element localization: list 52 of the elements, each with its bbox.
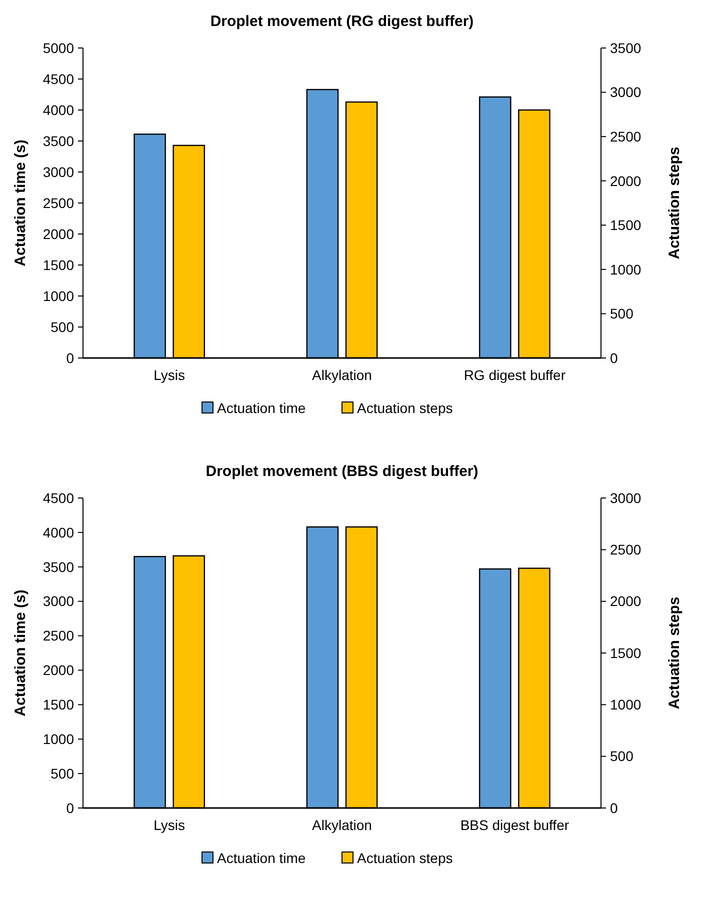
y2-tick-label: 1500 xyxy=(610,644,642,661)
legend-label: Actuation steps xyxy=(357,400,453,416)
x-tick-label: Alkylation xyxy=(312,367,372,383)
y2-tick-label: 3000 xyxy=(610,84,642,100)
x-tick-label: Alkylation xyxy=(312,817,372,833)
y-tick-label: 0 xyxy=(66,800,74,816)
y-tick-label: 4500 xyxy=(42,70,74,87)
y-tick-label: 500 xyxy=(50,318,74,335)
y-tick-label: 4000 xyxy=(42,102,74,118)
y-axis-title: Actuation time (s) xyxy=(12,140,29,266)
y2-tick-label: 3500 xyxy=(610,40,642,56)
y-axis-title: Actuation time (s) xyxy=(12,590,29,716)
y2-tick-label: 0 xyxy=(610,800,618,816)
y-tick-label: 0 xyxy=(66,350,74,366)
x-tick-label: RG digest buffer xyxy=(464,367,566,383)
legend-label: Actuation steps xyxy=(357,850,453,866)
y-tick-label: 1500 xyxy=(42,256,74,273)
y-tick-label: 1000 xyxy=(42,731,74,748)
legend-label: Actuation time xyxy=(217,400,306,416)
chart-title: Droplet movement (RG digest buffer) xyxy=(210,13,474,30)
legend-label: Actuation time xyxy=(217,850,306,866)
chart-title: Droplet movement (BBS digest buffer) xyxy=(206,463,478,480)
y-tick-label: 3000 xyxy=(42,593,74,610)
y2-tick-label: 2000 xyxy=(610,593,642,610)
x-tick-label: Lysis xyxy=(154,367,186,383)
y2-tick-label: 1000 xyxy=(610,696,642,713)
y-tick-label: 3500 xyxy=(42,558,74,575)
y-tick-label: 4000 xyxy=(42,524,74,540)
y2-axis-title: Actuation steps xyxy=(666,146,683,260)
x-tick-label: BBS digest buffer xyxy=(460,817,570,833)
y-tick-label: 500 xyxy=(50,765,74,782)
y2-tick-label: 0 xyxy=(610,350,618,366)
y-tick-label: 2000 xyxy=(42,662,74,678)
y2-tick-label: 500 xyxy=(610,306,634,322)
y2-tick-label: 2500 xyxy=(610,128,642,144)
y-tick-label: 5000 xyxy=(42,40,74,56)
x-tick-label: Lysis xyxy=(154,817,186,833)
y2-tick-label: 2500 xyxy=(610,542,642,558)
y2-axis-title: Actuation steps xyxy=(666,596,683,710)
y-tick-label: 2500 xyxy=(42,194,74,211)
y-tick-label: 2500 xyxy=(42,628,74,644)
y2-tick-label: 1000 xyxy=(610,261,642,278)
y2-tick-label: 500 xyxy=(610,748,634,764)
y-tick-label: 3500 xyxy=(42,132,74,149)
y-tick-label: 2000 xyxy=(42,226,74,242)
y-tick-label: 3000 xyxy=(42,164,74,180)
y-tick-label: 1500 xyxy=(42,696,74,713)
y2-tick-label: 3000 xyxy=(610,490,642,506)
y-tick-label: 4500 xyxy=(42,490,74,506)
y-tick-label: 1000 xyxy=(42,288,74,304)
y2-tick-label: 2000 xyxy=(610,172,642,189)
y2-tick-label: 1500 xyxy=(610,217,642,234)
